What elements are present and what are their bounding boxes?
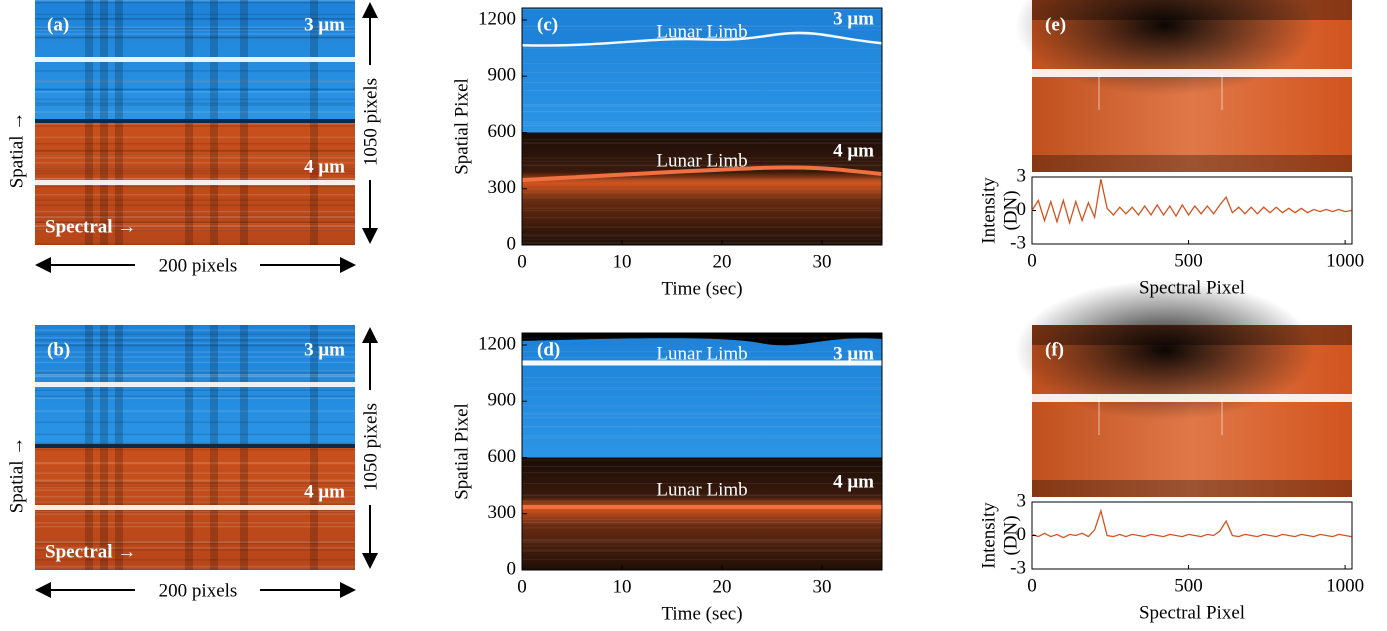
heat-bottom (522, 457, 882, 570)
line (1031, 508, 1352, 539)
annotation: Spectral → (45, 541, 136, 562)
x-tick-label: 30 (813, 251, 832, 272)
annotation: 3 μm (304, 14, 345, 35)
bright-row (35, 180, 355, 185)
y-tick-label: 600 (488, 121, 517, 142)
annotation: 3 μm (304, 339, 345, 360)
y-axis-label: Spatial Pixel (451, 78, 472, 175)
panel-label: (c) (537, 14, 558, 35)
axis-label: Spatial → (6, 112, 27, 189)
y-axis-label: Intensity (978, 177, 999, 244)
x-tick-label: 30 (813, 576, 832, 597)
y-axis-label: Spatial Pixel (451, 403, 472, 500)
annotation: Lunar Limb (656, 343, 747, 364)
dark-edge (1032, 155, 1352, 172)
dark-region (1015, 280, 1315, 420)
dimension-label: 1050 pixels (360, 78, 381, 166)
dimension-label: 1050 pixels (360, 403, 381, 491)
dark-edge (1032, 325, 1352, 345)
x-tick-label: 1000 (1326, 250, 1364, 271)
y-tick-label: 900 (488, 65, 517, 86)
heat-top (522, 333, 882, 458)
x-tick-label: 10 (613, 576, 632, 597)
sky (522, 333, 882, 346)
x-axis-label: Spectral Pixel (1139, 602, 1245, 623)
y-axis-label: Intensity (978, 502, 999, 569)
panel-label: (b) (47, 339, 70, 360)
y-tick-label: 0 (507, 233, 517, 254)
y-tick-label: 3 (1017, 490, 1027, 511)
y-tick-label: 900 (488, 390, 517, 411)
bright-row (35, 505, 355, 510)
y-tick-label: 0 (1017, 199, 1027, 220)
x-tick-label: 500 (1174, 250, 1203, 271)
panel-label: (d) (537, 339, 560, 360)
bright-row (1032, 69, 1352, 77)
y-tick-label: 1200 (478, 333, 516, 354)
x-axis-label: Time (sec) (661, 278, 742, 299)
annotation: 3 μm (833, 343, 874, 364)
y-tick-label: 300 (488, 177, 517, 198)
panel: (b) 3 μm 4 μm Spectral → Spatial → 1050 pixel… (6, 325, 381, 601)
x-tick-label: 1000 (1326, 575, 1364, 596)
frame (521, 332, 883, 571)
y-tick-label: -3 (1010, 232, 1026, 253)
annotation: Lunar Limb (656, 150, 747, 171)
x-tick-label: 500 (1174, 575, 1203, 596)
y-tick-label: 600 (488, 446, 517, 467)
y-tick-label: 0 (507, 558, 517, 579)
annotation: Lunar Limb (656, 21, 747, 42)
annotation: 4 μm (833, 471, 874, 492)
annotation: Lunar Limb (656, 479, 747, 500)
annotation: Spectral → (45, 216, 136, 237)
panel-label: (a) (47, 14, 69, 35)
x-tick-label: 20 (713, 251, 732, 272)
annotation: 3 μm (833, 8, 874, 29)
dimension-label: 200 pixels (159, 255, 238, 276)
y-axis-label: (DN) (1000, 515, 1021, 555)
limb (521, 165, 883, 182)
y-tick-label: 3 (1017, 165, 1027, 186)
panel: (a) 3 μm 4 μm Spectral → Spatial → 1050 pixel… (6, 0, 381, 276)
x-tick-label: 0 (517, 251, 527, 272)
x-tick-label: 0 (517, 576, 527, 597)
dark-edge (1032, 480, 1352, 497)
divider (35, 119, 355, 123)
x-axis-label: Time (sec) (661, 603, 742, 624)
y-tick-label: 300 (488, 502, 517, 523)
x-tick-label: 10 (613, 251, 632, 272)
y-tick-label: 0 (1017, 524, 1027, 545)
x-tick-label: 0 (1027, 250, 1037, 271)
divider (35, 444, 355, 448)
bright-row (35, 57, 355, 62)
y-tick-label: 1200 (478, 8, 516, 29)
x-tick-label: 20 (713, 576, 732, 597)
panel-label: (e) (1045, 14, 1066, 35)
annotation: 4 μm (304, 481, 345, 502)
frame (521, 7, 883, 246)
y-axis-label: (DN) (1000, 190, 1021, 230)
limb-fill (522, 8, 882, 45)
heat-bottom (522, 132, 882, 245)
x-tick-label: 0 (1027, 575, 1037, 596)
annotation: 4 μm (833, 140, 874, 161)
panel-label: (f) (1045, 339, 1064, 360)
dark-edge (1032, 0, 1352, 20)
bright-row (1032, 394, 1352, 402)
bright-row (35, 382, 355, 387)
dimension-label: 200 pixels (159, 580, 238, 601)
annotation: 4 μm (304, 156, 345, 177)
line (1031, 179, 1352, 226)
axis-label: Spatial → (6, 437, 27, 514)
y-tick-label: -3 (1010, 557, 1026, 578)
